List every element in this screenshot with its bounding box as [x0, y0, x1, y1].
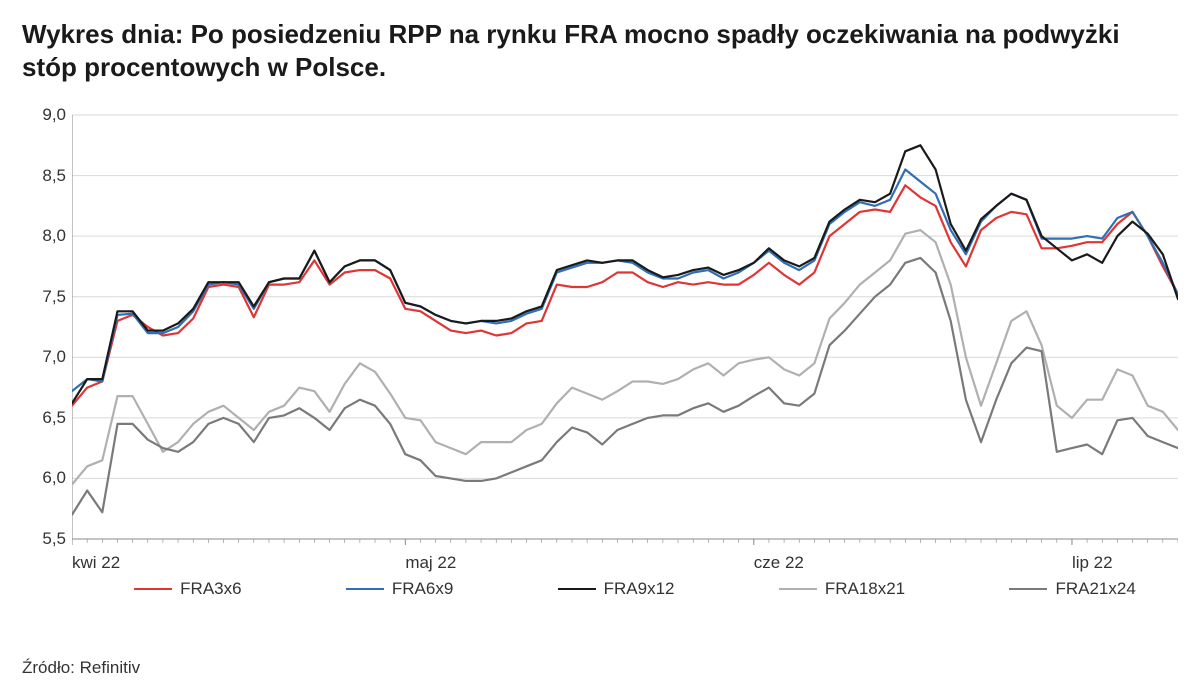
- chart-title: Wykres dnia: Po posiedzeniu RPP na rynku…: [22, 18, 1122, 83]
- series-line: [72, 170, 1178, 392]
- y-tick-label: 7,0: [42, 347, 66, 367]
- y-tick-label: 6,0: [42, 468, 66, 488]
- y-tick-label: 9,0: [42, 105, 66, 125]
- x-tick-label: maj 22: [405, 553, 456, 573]
- legend-swatch: [1009, 588, 1047, 590]
- series-line: [72, 145, 1178, 403]
- y-tick-label: 8,5: [42, 166, 66, 186]
- legend-swatch: [134, 588, 172, 590]
- legend: FRA3x6 FRA6x9 FRA9x12 FRA18x21 FRA21x24: [82, 579, 1188, 599]
- x-axis: kwi 22 maj 22 cze 22 lip 22: [72, 547, 1178, 575]
- y-axis: 5,5 6,0 6,5 7,0 7,5 8,0 8,5 9,0: [22, 107, 72, 547]
- legend-label: FRA6x9: [392, 579, 453, 599]
- legend-label: FRA21x24: [1055, 579, 1135, 599]
- y-tick-label: 6,5: [42, 408, 66, 428]
- x-tick-label: lip 22: [1072, 553, 1113, 573]
- legend-label: FRA18x21: [825, 579, 905, 599]
- legend-item: FRA21x24: [1009, 579, 1135, 599]
- legend-label: FRA9x12: [604, 579, 675, 599]
- y-tick-label: 8,0: [42, 226, 66, 246]
- legend-swatch: [779, 588, 817, 590]
- legend-label: FRA3x6: [180, 579, 241, 599]
- legend-item: FRA3x6: [134, 579, 241, 599]
- y-tick-label: 5,5: [42, 529, 66, 549]
- legend-item: FRA9x12: [558, 579, 675, 599]
- legend-swatch: [558, 588, 596, 590]
- x-tick-label: kwi 22: [72, 553, 120, 573]
- legend-item: FRA18x21: [779, 579, 905, 599]
- plot-area: [72, 107, 1178, 547]
- x-tick-label: cze 22: [754, 553, 804, 573]
- legend-swatch: [346, 588, 384, 590]
- source-label: Źródło: Refinitiv: [22, 658, 140, 678]
- legend-item: FRA6x9: [346, 579, 453, 599]
- series-line: [72, 185, 1178, 405]
- y-tick-label: 7,5: [42, 287, 66, 307]
- fra-line-chart: 5,5 6,0 6,5 7,0 7,5 8,0 8,5 9,0 kwi 22 maj 22 cze…: [22, 107, 1178, 587]
